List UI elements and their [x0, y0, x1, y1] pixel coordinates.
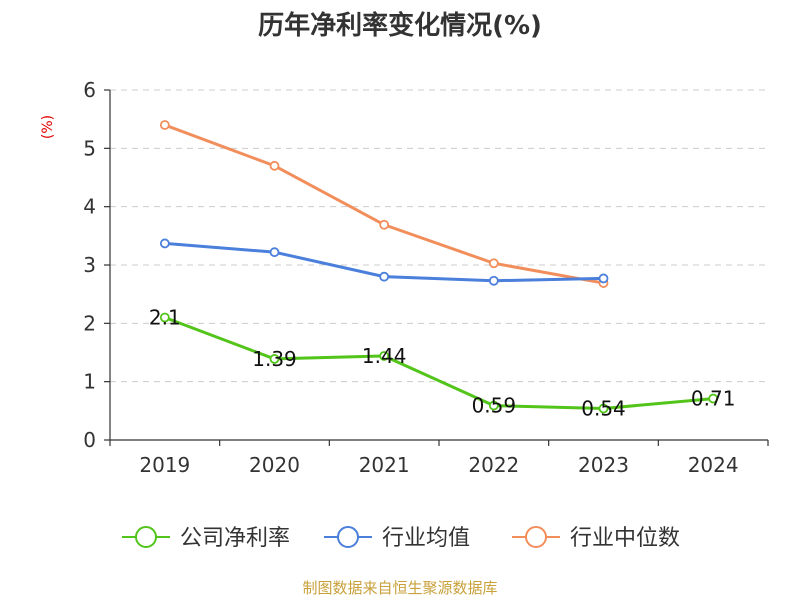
- y-tick-label: 5: [83, 136, 96, 160]
- y-tick-label: 6: [83, 78, 96, 102]
- data-label: 0.59: [472, 394, 517, 418]
- data-point: [269, 247, 280, 258]
- data-point: [598, 403, 609, 414]
- series-lines: [159, 120, 719, 414]
- data-label: 0.71: [691, 387, 736, 411]
- y-tick-label: 3: [83, 253, 96, 277]
- data-point: [488, 400, 499, 411]
- data-point: [159, 238, 170, 249]
- legend: 公司净利率 行业均值 行业中位数: [122, 526, 680, 551]
- x-tick-label: 2024: [688, 453, 739, 477]
- data-label: 1.44: [362, 344, 407, 368]
- x-tick-label: 2019: [139, 453, 190, 477]
- gridlines: [110, 89, 768, 383]
- data-point: [379, 219, 390, 230]
- legend-marker: [525, 526, 547, 548]
- data-point: [269, 354, 280, 364]
- x-tick-label: 2020: [249, 453, 300, 477]
- legend-label: 行业中位数: [570, 526, 680, 551]
- x-tick-label: 2023: [578, 453, 629, 477]
- data-point: [488, 258, 499, 269]
- series-line: [164, 316, 714, 410]
- y-axis-unit: (%): [40, 115, 56, 139]
- legend-marker: [135, 526, 157, 548]
- data-point: [159, 312, 170, 323]
- x-tick-label: 2022: [468, 453, 519, 477]
- y-tick-label: 2: [83, 311, 96, 335]
- data-point: [269, 160, 280, 171]
- x-tick-label: 2021: [359, 453, 410, 477]
- data-label: 2.1: [149, 306, 181, 330]
- legend-label: 行业均值: [382, 526, 470, 551]
- data-point: [159, 120, 170, 130]
- source-note: 制图数据来自恒生聚源数据库: [302, 579, 497, 597]
- data-label: 0.54: [581, 397, 626, 421]
- data-point: [379, 271, 390, 282]
- data-labels: 2.1 1.39 1.44 0.59 0.54 0.71: [149, 306, 736, 421]
- y-tick-label: 1: [83, 370, 96, 394]
- data-point: [598, 273, 609, 284]
- y-tick-label: 4: [83, 195, 96, 219]
- y-tick-label: 0: [83, 428, 96, 452]
- data-point: [708, 393, 719, 404]
- axes: 0 1 2 3 4 5 6 2019 2020 2021 2022 2023 2024: [83, 78, 769, 477]
- series-line: [164, 123, 604, 285]
- data-point: [488, 275, 499, 286]
- legend-marker: [337, 526, 359, 548]
- chart-title: 历年净利率变化情况(%): [258, 10, 542, 41]
- data-point: [379, 351, 390, 361]
- legend-label: 公司净利率: [180, 526, 290, 551]
- data-label: 1.39: [252, 347, 297, 371]
